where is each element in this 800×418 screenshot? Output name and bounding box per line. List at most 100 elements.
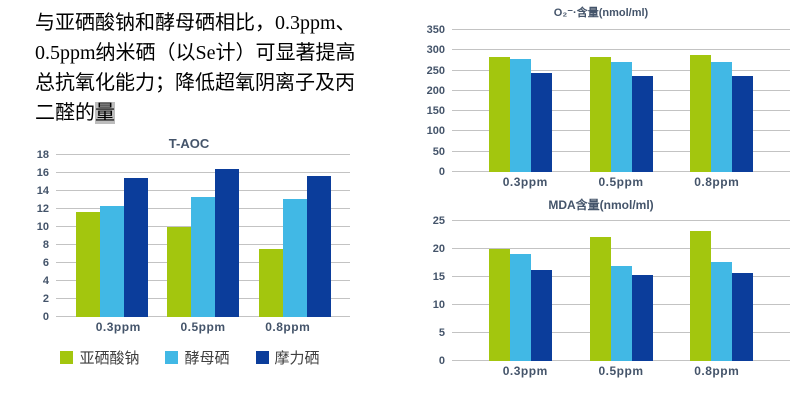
bar-group [489,221,553,361]
legend-item: 酵母硒 [165,347,230,368]
gridline [56,154,350,155]
bar-0.3ppm-亚硒酸钠 [489,249,511,361]
y-axis-tick-label: 25 [432,215,445,227]
y-axis-tick-label: 5 [438,327,445,339]
y-axis-tick-label: 150 [426,105,445,118]
x-axis: 0.3ppm 0.5ppm 0.8ppm [56,320,350,334]
x-axis-label: 0.3ppm [95,320,141,334]
bar-groups [452,221,790,361]
y-axis-tick-label: 14 [36,184,49,197]
gridline [452,220,790,221]
x-axis-label: 0.8ppm [694,364,740,378]
y-axis-tick-label: 0 [438,355,445,367]
plot-area [56,154,350,317]
y-axis-tick-label: 0 [42,311,49,323]
bar-0.3ppm-酵母硒 [99,206,124,317]
bar-0.5ppm-酵母硒 [610,61,632,172]
bar-0.5ppm-摩力硒 [215,168,239,317]
x-axis-label: 0.5ppm [180,320,226,334]
paragraph-line: 与亚硒酸钠和酵母硒相比，0.3ppm、 [35,12,356,34]
y-axis-tick-label: 12 [36,203,49,215]
y-axis-tick-label: 4 [42,275,49,287]
paragraph-line-prefix: 二醛的 [35,102,95,124]
gridline [452,29,790,30]
bar-group [589,221,653,361]
legend-swatch [60,351,74,364]
legend-label: 亚硒酸钠 [79,350,140,367]
y-axis-tick-label: 0 [438,166,445,178]
y-axis: 0 5 10 15 20 25 [412,215,452,367]
y-axis-tick-label: 15 [432,271,445,283]
bar-0.8ppm-摩力硒 [731,75,753,172]
chart-taoc: T-AOC 0 2 4 6 8 10 12 14 16 18 0.3ppm 0.5ppm 0.8ppm [28,136,350,334]
y-axis-tick-label: 50 [432,145,445,158]
x-axis-label: 0.5ppm [598,364,644,378]
chart-title: MDA含量(nmol/ml) [548,198,654,212]
legend-item: 摩力硒 [255,347,320,368]
gridline [56,171,350,173]
bar-0.5ppm-酵母硒 [610,265,632,361]
legend-swatch [255,351,269,364]
plot-area [452,220,790,361]
bar-0.8ppm-亚硒酸钠 [689,55,711,172]
chart-mda: MDA含量(nmol/ml) 0 5 10 15 20 25 0.3ppm 0.5ppm 0.… [412,196,790,378]
x-axis: 0.3ppm 0.5ppm 0.8ppm [452,364,790,378]
gridline [452,49,790,51]
x-axis-label: 0.3ppm [502,364,548,378]
y-axis-tick-label: 300 [426,44,445,57]
chart-superoxide: O₂⁻·含量(nmol/ml) 0 50 100 150 200 250 300 350 0.… [412,4,790,189]
plot-area [452,29,790,172]
legend-swatch [165,351,179,364]
bar-group [589,30,653,172]
bar-0.3ppm-亚硒酸钠 [75,211,100,317]
bar-0.3ppm-摩力硒 [531,73,553,172]
x-axis-label: 0.8ppm [694,175,740,189]
bar-0.8ppm-亚硒酸钠 [258,248,283,317]
y-axis-tick-label: 100 [426,125,445,138]
bar-group [167,155,239,317]
y-axis-tick-label: 200 [426,84,445,97]
bar-groups [56,155,350,317]
y-axis-tick-label: 250 [426,64,445,77]
highlighted-char: 量 [95,102,115,124]
bar-0.8ppm-酵母硒 [710,61,732,172]
x-axis-label: 0.3ppm [502,175,548,189]
gridline [56,189,350,191]
bar-group [689,30,753,172]
gridline [452,248,790,249]
y-axis-tick-label: 20 [432,243,445,255]
bar-groups [452,30,790,172]
bar-0.5ppm-摩力硒 [631,75,653,172]
bar-0.3ppm-摩力硒 [531,270,553,361]
bar-0.3ppm-摩力硒 [123,178,148,317]
bar-0.5ppm-酵母硒 [191,197,215,317]
legend-label: 酵母硒 [184,350,230,367]
y-axis-tick-label: 16 [36,166,49,179]
bar-group [258,155,331,317]
bar-0.5ppm-亚硒酸钠 [167,227,191,317]
y-axis-tick-label: 10 [36,220,49,233]
y-axis: 0 2 4 6 8 10 12 14 16 18 [28,149,56,323]
paragraph-line: 二醛的量 [35,98,430,128]
bar-0.3ppm-亚硒酸钠 [489,57,511,172]
bar-0.8ppm-酵母硒 [282,199,307,317]
paragraph-line: 0.5ppm纳米硒（以Se计）可显著提高 [35,42,356,64]
bar-0.5ppm-亚硒酸钠 [589,57,611,172]
y-axis-tick-label: 350 [426,24,445,36]
bar-0.8ppm-摩力硒 [306,175,331,317]
y-axis-tick-label: 2 [42,292,49,305]
chart-plot-wrapper: 0 50 100 150 200 250 300 350 [412,24,790,178]
chart-plot-wrapper: 0 2 4 6 8 10 12 14 16 18 [28,149,350,323]
bar-0.8ppm-亚硒酸钠 [689,230,711,361]
bar-group [75,155,148,317]
bar-0.8ppm-摩力硒 [731,272,753,361]
y-axis-tick-label: 6 [42,257,49,269]
y-axis: 0 50 100 150 200 250 300 350 [412,24,452,178]
x-axis: 0.3ppm 0.5ppm 0.8ppm [452,175,790,189]
bar-0.5ppm-亚硒酸钠 [589,236,611,361]
chart-title: O₂⁻·含量(nmol/ml) [553,7,649,19]
bar-0.5ppm-摩力硒 [631,274,653,361]
y-axis-tick-label: 10 [432,299,445,311]
y-axis-tick-label: 8 [42,239,49,251]
